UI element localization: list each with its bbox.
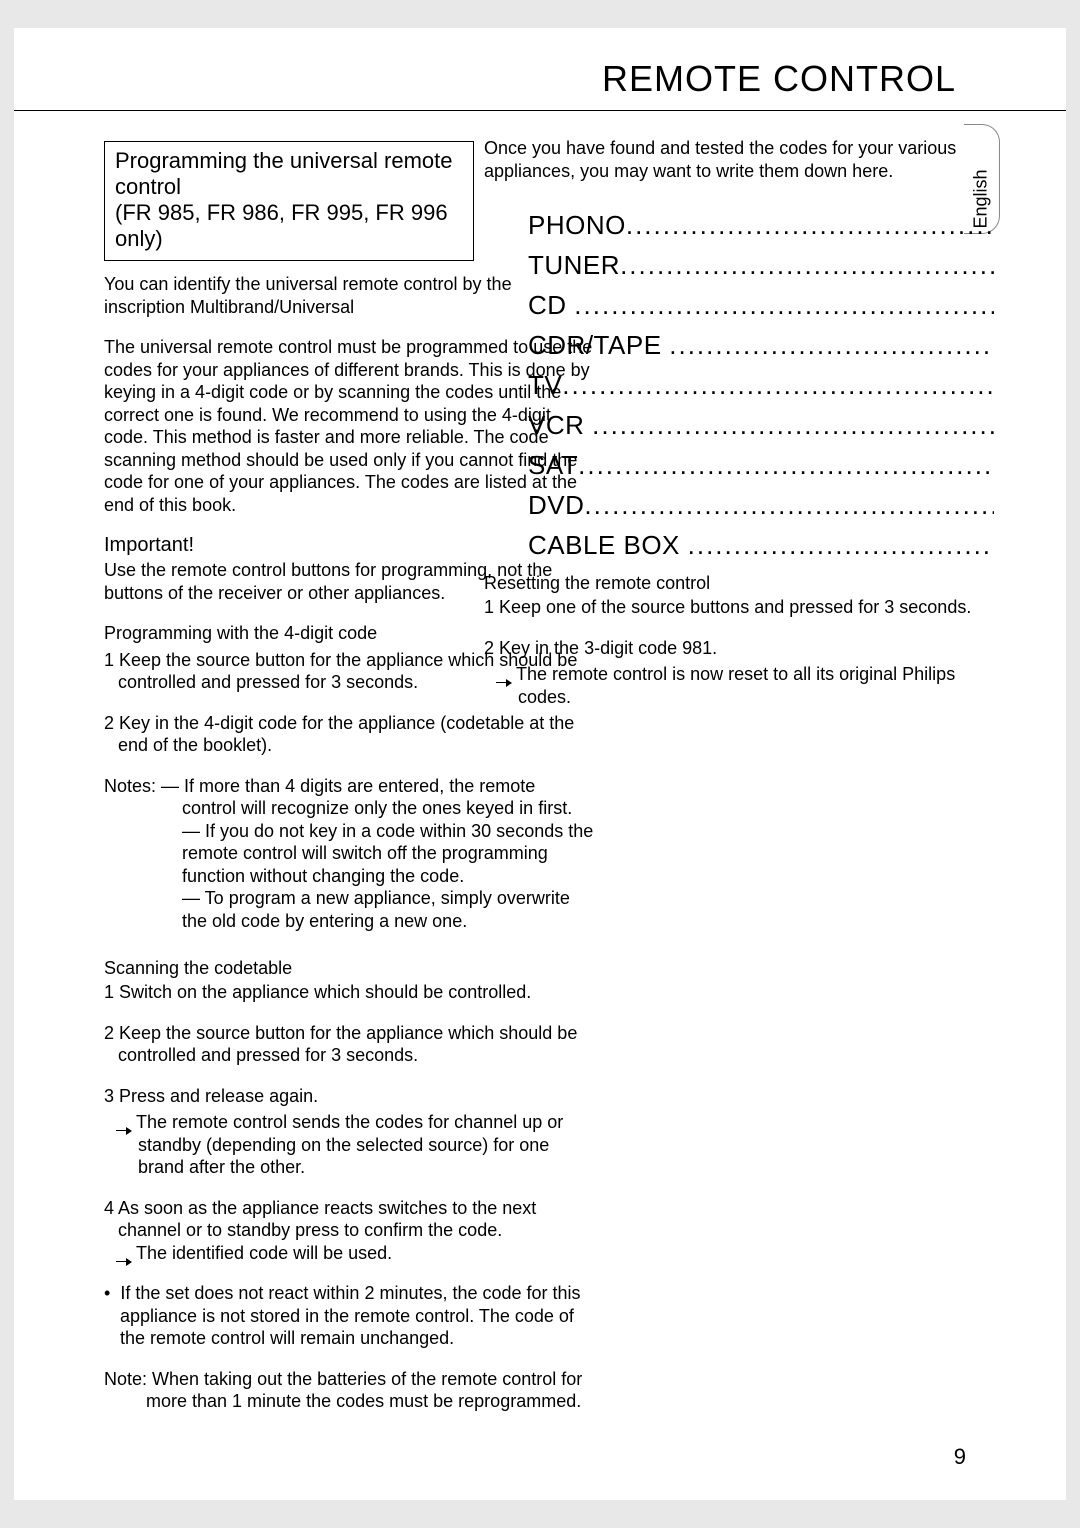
reset-step-2: 2 Key in the 3-digit code 981. — [484, 637, 994, 660]
box-line1: Programming the universal remote control — [115, 148, 463, 200]
section-box: Programming the universal remote control… — [104, 141, 474, 261]
right-column: Once you have found and tested the codes… — [484, 137, 994, 708]
page-title: REMOTE CONTROL — [14, 28, 1066, 110]
notes-block: Notes: — If more than 4 digits are enter… — [104, 775, 594, 933]
code-list: PHONO...................................… — [528, 210, 994, 561]
code-row-tuner: TUNER...................................… — [528, 250, 994, 281]
page-number: 9 — [954, 1444, 966, 1470]
scan-step-4: 4 As soon as the appliance reacts switch… — [104, 1197, 594, 1265]
page: REMOTE CONTROL English Programming the u… — [14, 28, 1066, 1500]
code-row-phono: PHONO...................................… — [528, 210, 994, 241]
scan-step-4a: 4 As soon as the appliance reacts switch… — [104, 1197, 594, 1242]
notes-label: Notes: — [104, 776, 156, 796]
scanning-heading: Scanning the codetable — [104, 958, 594, 979]
code-row-cdr: CDR/TAPE ...............................… — [528, 330, 994, 361]
content: Programming the universal remote control… — [14, 111, 1066, 141]
reset-result: The remote control is now reset to all i… — [484, 663, 994, 708]
note-3: — To program a new appliance, simply ove… — [104, 887, 594, 932]
code-row-dvd: DVD.....................................… — [528, 490, 994, 521]
code-row-cd: CD .....................................… — [528, 290, 994, 321]
bottom-note: Note: When taking out the batteries of t… — [104, 1368, 594, 1413]
code-row-vcr: VCR ....................................… — [528, 410, 994, 441]
scan-step-1: 1 Switch on the appliance which should b… — [104, 981, 594, 1004]
code-row-tv: TV......................................… — [528, 370, 994, 401]
scan-step-3a: 3 Press and release again. — [104, 1085, 594, 1108]
scan-step-3: 3 Press and release again. The remote co… — [104, 1085, 594, 1179]
right-intro: Once you have found and tested the codes… — [484, 137, 994, 182]
note-2: — If you do not key in a code within 30 … — [104, 820, 594, 888]
bullet-note: • If the set does not react within 2 min… — [104, 1282, 594, 1350]
reset-step-1: 1 Keep one of the source buttons and pre… — [484, 596, 994, 619]
scan-step-2: 2 Keep the source button for the applian… — [104, 1022, 594, 1067]
note-line: Notes: — If more than 4 digits are enter… — [104, 775, 594, 820]
reset-step-2-block: 2 Key in the 3-digit code 981. The remot… — [484, 637, 994, 709]
scan-step-3-result: The remote control sends the codes for c… — [104, 1111, 594, 1179]
reset-heading: Resetting the remote control — [484, 573, 994, 594]
note-1: — If more than 4 digits are entered, the… — [161, 776, 572, 819]
prog-step-2: 2 Key in the 4-digit code for the applia… — [104, 712, 594, 757]
scan-step-4-result: The identified code will be used. — [104, 1242, 594, 1265]
code-row-sat: SAT.....................................… — [528, 450, 994, 481]
box-line2: (FR 985, FR 986, FR 995, FR 996 only) — [115, 200, 463, 252]
code-row-cable: CABLE BOX ..............................… — [528, 530, 994, 561]
